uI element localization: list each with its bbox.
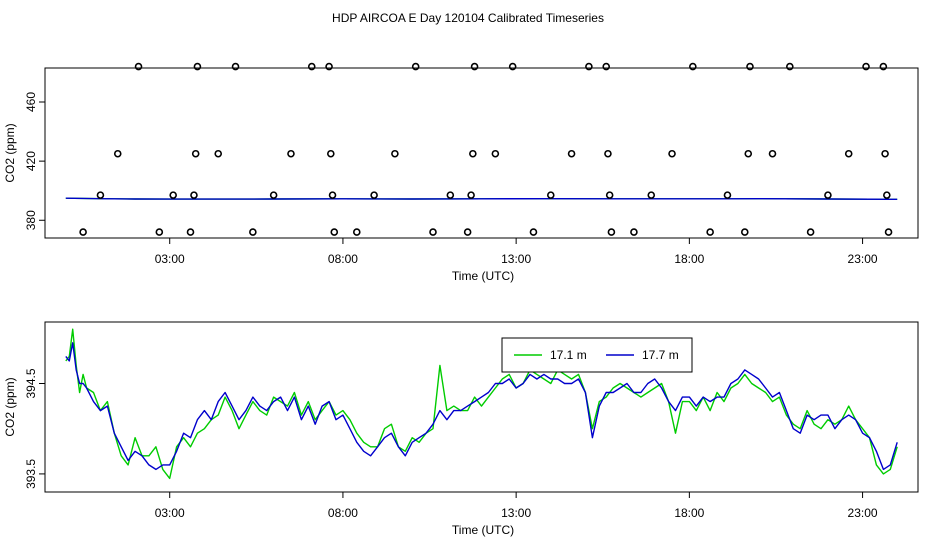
top-line-series (65, 197, 898, 200)
scatter-point (307, 62, 316, 71)
bottom-y-tick-label: 394.5 (24, 368, 38, 398)
scatter-point (546, 191, 555, 199)
bottom-x-tick-label: 03:00 (155, 506, 185, 520)
legend-label: 17.1 m (550, 348, 587, 362)
top-x-tick-label: 13:00 (501, 252, 531, 266)
top-x-axis-label: Time (UTC) (452, 269, 514, 283)
scatter-point (134, 62, 143, 71)
bottom-series-line-2 (65, 342, 898, 471)
scatter-point (647, 191, 656, 199)
top-y-axis: 380 420 460 (24, 92, 45, 230)
scatter-point (446, 191, 455, 199)
scatter-point (862, 62, 870, 71)
scatter-point (411, 62, 420, 71)
top-scatter-points (79, 62, 893, 236)
scatter-point (190, 191, 198, 199)
scatter-point (470, 62, 479, 71)
scatter-point (325, 62, 333, 71)
top-x-tick-label: 08:00 (328, 252, 358, 266)
scatter-point (881, 149, 889, 158)
scatter-point (96, 191, 105, 199)
bottom-x-tick-label: 08:00 (328, 506, 358, 520)
figure-title: HDP AIRCOA E Day 120104 Calibrated Times… (332, 11, 604, 25)
bottom-y-axis-label: CO2 (ppm) (3, 377, 17, 436)
scatter-point (463, 228, 472, 236)
top-y-axis-label: CO2 (ppm) (3, 123, 17, 182)
scatter-point (287, 149, 295, 158)
scatter-point (113, 149, 122, 158)
top-panel: 03:00 08:00 13:00 18:00 23:00 380 420 460 Time… (3, 62, 919, 283)
scatter-point (768, 149, 777, 158)
top-x-tick-label: 18:00 (674, 252, 704, 266)
top-series-line-2 (65, 197, 898, 200)
top-x-tick-label: 03:00 (155, 252, 185, 266)
bottom-y-axis: 393.5 394.5 (24, 368, 45, 489)
scatter-point (191, 149, 200, 158)
legend: 17.1 m 17.7 m (501, 337, 693, 373)
scatter-point (169, 191, 177, 199)
scatter-point (567, 149, 576, 158)
scatter-point (740, 228, 749, 236)
scatter-point (884, 228, 893, 236)
scatter-point (467, 191, 475, 199)
top-y-tick-label: 420 (24, 151, 38, 171)
bottom-plot-frame (44, 321, 919, 493)
bottom-series-line-1 (65, 328, 898, 480)
scatter-point (186, 228, 195, 236)
bottom-x-tick-label: 18:00 (674, 506, 704, 520)
scatter-point (806, 228, 815, 236)
bottom-line-series (65, 328, 898, 480)
scatter-point (79, 228, 87, 236)
scatter-point (330, 228, 339, 236)
scatter-point (879, 62, 888, 71)
scatter-point (328, 191, 337, 199)
scatter-point (249, 228, 257, 236)
bottom-y-tick-label: 393.5 (24, 459, 38, 489)
scatter-point (429, 228, 437, 236)
scatter-point (824, 191, 832, 199)
scatter-point (706, 228, 714, 236)
scatter-point (786, 62, 794, 71)
top-y-tick-label: 460 (24, 92, 38, 112)
top-x-axis: 03:00 08:00 13:00 18:00 23:00 (155, 238, 878, 266)
bottom-x-tick-label: 13:00 (501, 506, 531, 520)
scatter-point (602, 62, 611, 71)
scatter-point (529, 228, 538, 236)
scatter-point (155, 228, 164, 236)
scatter-point (231, 62, 240, 71)
scatter-point (352, 228, 361, 236)
bottom-panel: 03:00 08:00 13:00 18:00 23:00 393.5 394.5 17.… (3, 321, 919, 537)
top-y-tick-label: 380 (24, 210, 38, 230)
top-plot-frame (44, 67, 919, 239)
scatter-point (370, 191, 378, 199)
scatter-point (744, 149, 753, 158)
scatter-point (607, 228, 616, 236)
scatter-point (508, 62, 517, 71)
top-x-tick-label: 23:00 (848, 252, 878, 266)
scatter-point (746, 62, 754, 71)
bottom-x-axis-label: Time (UTC) (452, 523, 514, 537)
scatter-point (630, 228, 638, 236)
bottom-x-tick-label: 23:00 (848, 506, 878, 520)
scatter-point (668, 149, 676, 158)
scatter-point (193, 62, 202, 71)
bottom-x-axis: 03:00 08:00 13:00 18:00 23:00 (155, 492, 878, 520)
scatter-point (689, 62, 697, 71)
scatter-point (469, 149, 477, 158)
scatter-point (604, 149, 612, 158)
scatter-point (391, 149, 399, 158)
legend-label: 17.7 m (642, 348, 679, 362)
scatter-point (844, 149, 853, 158)
scatter-point (883, 191, 891, 199)
scatter-point (605, 191, 614, 199)
scatter-point (723, 191, 732, 199)
scatter-point (214, 149, 223, 158)
scatter-point (585, 62, 593, 71)
scatter-point (269, 191, 278, 199)
scatter-point (327, 149, 335, 158)
scatter-point (491, 149, 500, 158)
